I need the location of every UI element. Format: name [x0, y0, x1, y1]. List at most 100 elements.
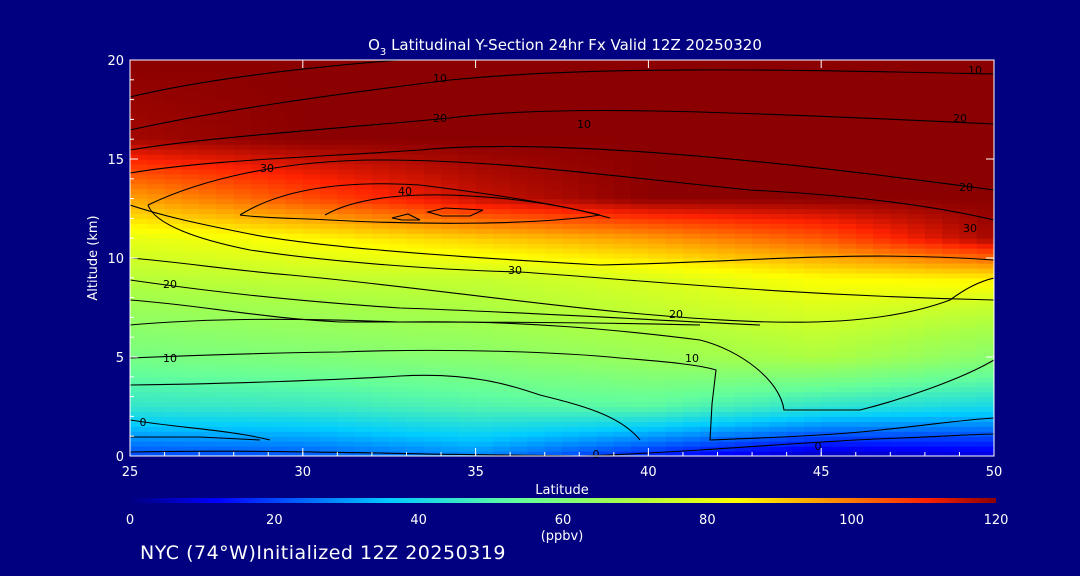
heatmap-cell — [976, 134, 994, 140]
heatmap-cell — [700, 198, 719, 205]
heatmap-cell — [458, 282, 477, 289]
heatmap-cell — [268, 193, 287, 200]
heatmap-cell — [389, 441, 408, 447]
heatmap-cell — [855, 381, 874, 388]
heatmap-cell — [700, 104, 719, 111]
heatmap-cell — [665, 94, 684, 101]
heatmap-cell — [181, 386, 200, 393]
heatmap-cell — [665, 347, 684, 353]
heatmap-cell — [665, 431, 684, 437]
heatmap-cell — [441, 421, 459, 427]
heatmap-cell — [181, 119, 200, 125]
heatmap-cell — [562, 114, 580, 120]
heatmap-cell — [216, 401, 235, 408]
heatmap-cell — [147, 386, 166, 393]
heatmap-cell — [233, 421, 252, 427]
heatmap-cell — [371, 163, 390, 170]
heatmap-cell — [613, 223, 632, 229]
heatmap-cell — [233, 159, 252, 165]
heatmap-cell — [959, 267, 978, 274]
heatmap-cell — [734, 163, 753, 170]
heatmap-cell — [717, 119, 736, 125]
heatmap-cell — [803, 267, 822, 274]
heatmap-cell — [631, 139, 649, 145]
heatmap-cell — [924, 188, 943, 195]
contour-label: 20 — [953, 112, 967, 125]
heatmap-cell — [544, 193, 563, 200]
heatmap-cell — [855, 188, 874, 195]
heatmap-cell — [441, 317, 459, 323]
heatmap-cell — [631, 396, 649, 403]
heatmap-cell — [527, 337, 546, 343]
heatmap-cell — [181, 213, 200, 219]
heatmap-cell — [683, 233, 701, 239]
heatmap-cell — [579, 421, 598, 427]
heatmap-cell — [371, 327, 390, 333]
heatmap-cell — [838, 337, 857, 343]
heatmap-cell — [648, 188, 667, 195]
heatmap-cell — [596, 322, 615, 328]
heatmap-cell — [803, 163, 822, 170]
heatmap-cell — [976, 263, 994, 269]
heatmap-cell — [959, 69, 978, 76]
heatmap-cell — [268, 327, 287, 333]
heatmap-cell — [337, 376, 356, 383]
heatmap-cell — [942, 292, 961, 299]
heatmap-cell — [976, 446, 994, 452]
heatmap-cell — [959, 366, 978, 373]
heatmap-cell — [147, 168, 166, 175]
heatmap-cell — [527, 292, 546, 299]
heatmap-cell — [371, 396, 390, 403]
heatmap-cell — [665, 99, 684, 106]
heatmap-cell — [942, 79, 961, 86]
heatmap-cell — [959, 277, 978, 284]
heatmap-cell — [579, 159, 598, 165]
heatmap-cell — [164, 287, 183, 294]
heatmap-cell — [302, 60, 321, 66]
heatmap-cell — [302, 342, 321, 348]
heatmap-cell — [181, 144, 200, 150]
heatmap-cell — [631, 332, 649, 338]
heatmap-cell — [821, 411, 840, 417]
heatmap-cell — [873, 352, 891, 358]
heatmap-cell — [838, 366, 857, 373]
heatmap-cell — [838, 213, 857, 219]
heatmap-cell — [873, 154, 891, 160]
heatmap-cell — [683, 347, 701, 353]
heatmap-cell — [268, 104, 287, 111]
heatmap-cell — [700, 307, 719, 314]
heatmap-cell — [130, 307, 148, 314]
heatmap-cell — [665, 218, 684, 224]
heatmap-cell — [873, 99, 891, 106]
heatmap-cell — [216, 441, 235, 447]
heatmap-cell — [492, 64, 511, 71]
heatmap-cell — [924, 198, 943, 205]
heatmap-cell — [510, 99, 529, 106]
heatmap-cell — [579, 396, 598, 403]
heatmap-cell — [717, 381, 736, 388]
heatmap-cell — [389, 337, 408, 343]
heatmap-cell — [717, 421, 736, 427]
heatmap-cell — [648, 451, 667, 456]
heatmap-cell — [285, 213, 304, 219]
heatmap-cell — [251, 198, 269, 205]
heatmap-cell — [769, 74, 788, 81]
heatmap-cell — [579, 327, 598, 333]
heatmap-cell — [890, 272, 909, 279]
heatmap-cell — [734, 218, 753, 224]
heatmap-cell — [734, 183, 753, 190]
heatmap-cell — [631, 272, 649, 279]
heatmap-cell — [631, 159, 649, 165]
heatmap-cell — [596, 183, 615, 190]
heatmap-cell — [164, 139, 183, 145]
heatmap-cell — [924, 376, 943, 383]
heatmap-cell — [233, 119, 252, 125]
heatmap-cell — [683, 371, 701, 378]
heatmap-cell — [959, 406, 978, 412]
heatmap-cell — [510, 396, 529, 403]
heatmap-cell — [683, 312, 701, 318]
heatmap-cell — [769, 332, 788, 338]
heatmap-cell — [890, 198, 909, 205]
heatmap-cell — [423, 173, 442, 180]
heatmap-cell — [441, 441, 459, 447]
